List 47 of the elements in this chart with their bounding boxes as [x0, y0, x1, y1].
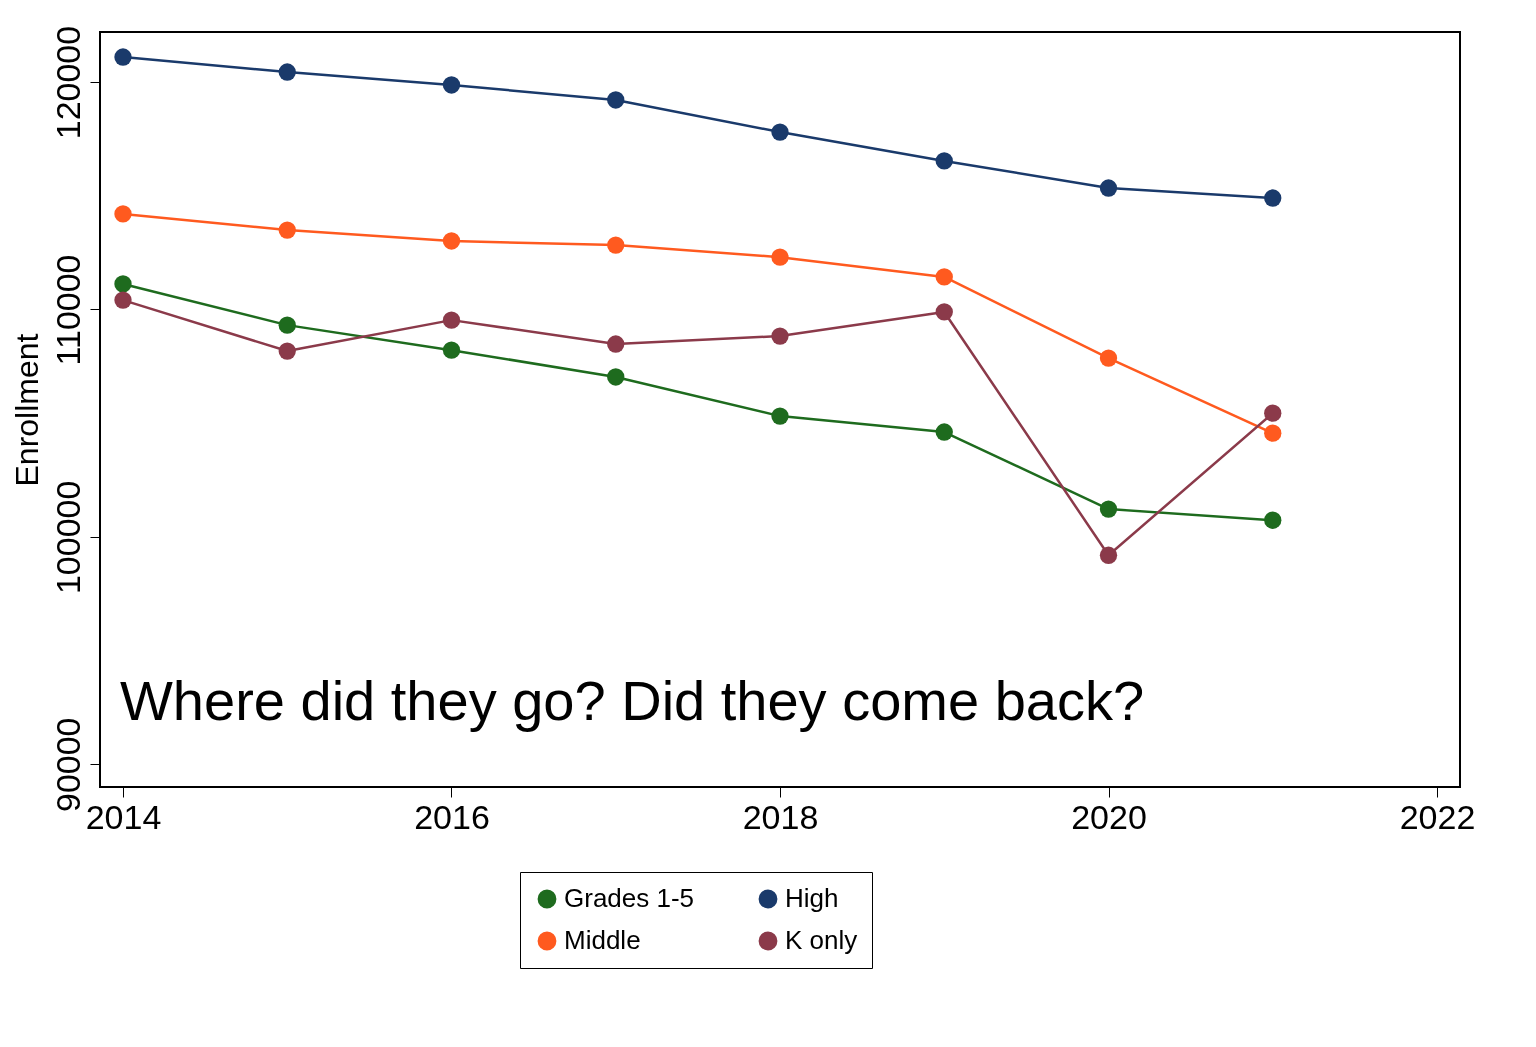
point — [771, 248, 789, 266]
y-tick-label: 100000 — [48, 480, 87, 595]
point — [278, 221, 296, 239]
point — [1099, 179, 1118, 197]
point — [771, 407, 789, 425]
point — [607, 335, 625, 353]
point — [771, 123, 789, 141]
y-tick-label: 90000 — [48, 717, 87, 813]
y-axis-title: Enrollment — [8, 333, 45, 487]
legend-label: Grades 1-5 — [564, 883, 695, 913]
point — [114, 291, 132, 309]
point — [1264, 511, 1282, 529]
point — [114, 48, 132, 66]
point — [1264, 189, 1282, 207]
x-tick-label: 2020 — [1071, 797, 1147, 836]
point — [935, 268, 953, 286]
point — [771, 327, 789, 345]
x-tick-label: 2016 — [414, 797, 490, 836]
point — [442, 341, 461, 359]
point — [607, 236, 625, 254]
x-tick-label: 2022 — [1399, 797, 1476, 836]
legend-label: High — [785, 883, 839, 913]
point — [607, 91, 625, 109]
point — [278, 63, 296, 81]
point — [1099, 500, 1118, 518]
y-tick-label: 120000 — [48, 25, 87, 140]
point — [935, 423, 953, 441]
point — [114, 275, 132, 293]
x-tick-label: 2014 — [85, 797, 162, 836]
point — [442, 76, 461, 94]
point — [278, 316, 296, 334]
point — [442, 311, 461, 329]
point — [935, 303, 953, 321]
point — [935, 152, 953, 170]
annotation: Where did they go? Did they come back? — [120, 669, 1145, 732]
point — [1264, 404, 1282, 422]
point — [607, 368, 625, 386]
point — [114, 205, 132, 223]
point — [442, 232, 461, 250]
point — [1099, 546, 1118, 564]
x-tick-label: 2018 — [742, 797, 819, 836]
legend-label: Middle — [564, 925, 641, 955]
point — [278, 342, 296, 360]
legend-label: K only — [785, 925, 858, 955]
point — [1099, 349, 1118, 367]
point — [1264, 424, 1282, 442]
y-tick-label: 110000 — [48, 254, 87, 366]
